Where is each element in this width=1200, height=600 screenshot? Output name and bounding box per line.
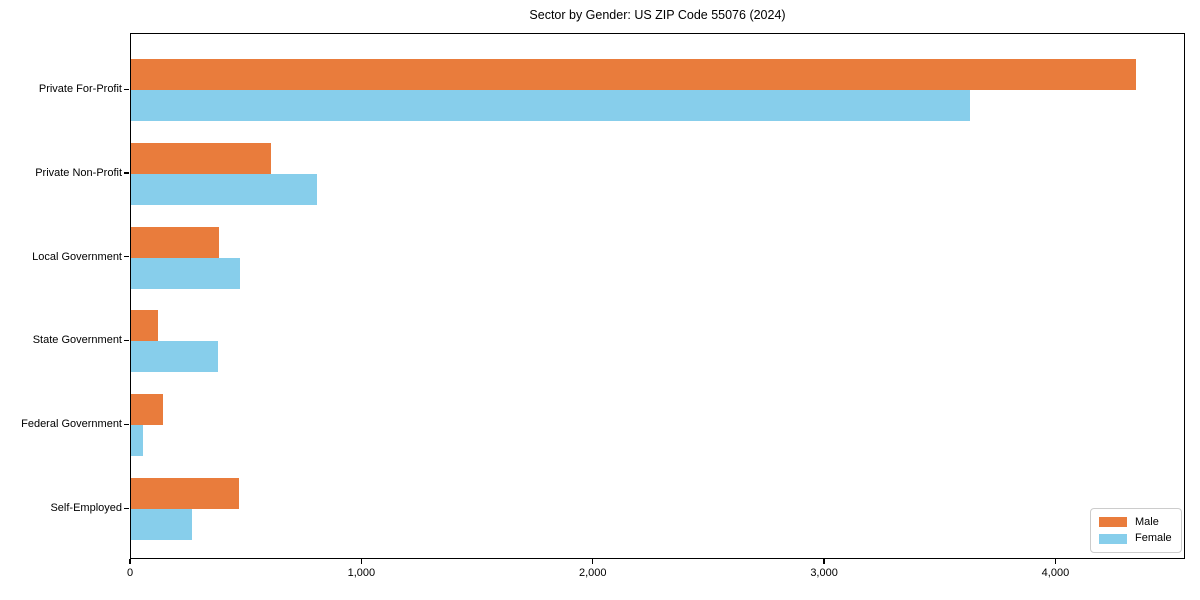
- bar-female-3: [131, 257, 240, 289]
- legend-label-female: Female: [1135, 532, 1172, 545]
- bar-male-3: [131, 226, 219, 258]
- bar-male-4: [131, 310, 158, 342]
- bar-female-2: [131, 173, 318, 205]
- bar-male-6: [131, 478, 239, 509]
- y-tick-mark: [124, 507, 129, 509]
- x-tick-mark: [360, 559, 362, 564]
- y-tick-mark: [124, 88, 129, 90]
- plot-area: [130, 33, 1185, 559]
- bar-female-1: [131, 90, 970, 121]
- y-tick-label: Private For-Profit: [38, 83, 122, 95]
- legend-item-female: Female: [1099, 532, 1173, 545]
- x-tick-label: 3,000: [810, 567, 838, 579]
- legend-item-male: Male: [1099, 516, 1173, 529]
- x-tick-label: 2,000: [578, 567, 607, 579]
- x-tick-label: 0: [126, 567, 134, 579]
- male-swatch-icon: [1099, 517, 1127, 528]
- x-tick-mark: [823, 559, 825, 564]
- y-tick-label: Federal Government: [21, 418, 122, 431]
- x-tick-mark: [592, 559, 594, 564]
- bar-female-4: [131, 341, 218, 373]
- legend: Male Female: [1090, 508, 1182, 553]
- chart-title: Sector by Gender: US ZIP Code 55076 (202…: [529, 8, 786, 22]
- y-tick-label: Self-Employed: [50, 502, 122, 514]
- y-tick-mark: [124, 256, 129, 258]
- x-tick-label: 4,000: [1041, 567, 1070, 579]
- y-tick-mark: [124, 339, 129, 342]
- y-tick-label: State Government: [32, 334, 122, 347]
- y-tick-label: Local Government: [32, 250, 122, 263]
- bar-male-2: [131, 142, 271, 174]
- bar-female-5: [131, 425, 143, 457]
- bar-male-5: [131, 394, 164, 426]
- bar-male-1: [131, 59, 1137, 90]
- female-swatch-icon: [1099, 533, 1127, 544]
- y-tick-mark: [124, 172, 129, 174]
- x-tick-mark: [129, 559, 131, 564]
- x-tick-mark: [1054, 559, 1057, 564]
- bar-female-6: [131, 509, 193, 540]
- y-tick-label: Private Non-Profit: [35, 166, 122, 179]
- y-tick-mark: [124, 423, 129, 425]
- legend-label-male: Male: [1135, 515, 1159, 528]
- x-tick-label: 1,000: [347, 567, 376, 579]
